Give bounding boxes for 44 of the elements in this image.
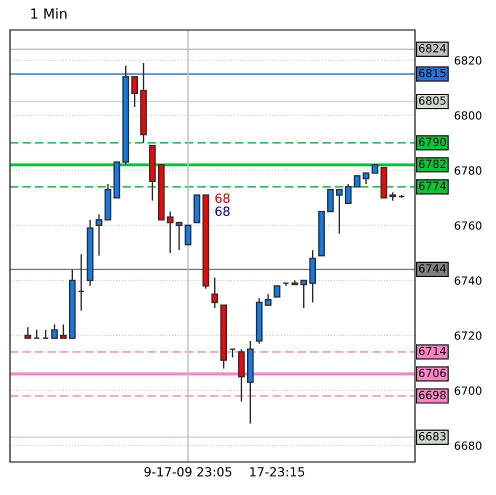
candlestick xyxy=(211,276,218,309)
y-tick-label: 6780 xyxy=(454,166,482,175)
annotation: 68 xyxy=(215,206,230,216)
x-tick-label: 17-23:15 xyxy=(250,467,304,477)
ref-line-label: 6706 xyxy=(419,368,446,378)
ref-line-label: 6744 xyxy=(419,264,446,273)
candlestick xyxy=(51,324,58,339)
y-tick-label: 6720 xyxy=(454,331,482,340)
candlestick xyxy=(24,326,32,339)
y-tick-label: 6820 xyxy=(454,56,482,65)
candlestick xyxy=(131,76,138,108)
candlestick xyxy=(264,293,272,306)
ref-line-label: 6805 xyxy=(419,96,446,105)
candlestick xyxy=(42,329,49,339)
candlestick xyxy=(33,329,40,339)
x-tick-label: 9-17-09 23:05 xyxy=(144,467,232,477)
chart-title: 1 Min xyxy=(31,8,66,19)
ref-line-label: 6790 xyxy=(419,138,446,146)
candlestick xyxy=(336,188,343,234)
y-tick-label: 6680 xyxy=(454,441,482,450)
ref-line-label: 6824 xyxy=(419,44,446,52)
ref-line-label: 6698 xyxy=(419,390,446,400)
candlestick xyxy=(176,222,182,251)
ref-line-label: 6683 xyxy=(419,432,446,440)
candlestick xyxy=(362,172,370,185)
candlestick xyxy=(78,254,85,312)
y-tick-label: 6800 xyxy=(454,111,482,120)
candlestick xyxy=(184,224,192,246)
candlestick xyxy=(96,214,102,256)
annotation: 68 xyxy=(215,194,230,203)
ref-line-label: 6714 xyxy=(419,346,446,356)
y-tick-label: 6760 xyxy=(454,221,482,230)
candlestick xyxy=(354,175,361,188)
y-tick-label: 6740 xyxy=(454,276,482,285)
candlestick xyxy=(274,285,280,298)
ref-line-label: 6774 xyxy=(419,182,446,190)
y-tick-label: 6700 xyxy=(454,386,482,395)
ref-line-label: 6815 xyxy=(419,68,446,78)
candlestick xyxy=(327,188,334,212)
ref-line-label: 6782 xyxy=(419,160,446,168)
candlestick xyxy=(344,183,352,204)
candlestick xyxy=(166,210,174,254)
candlestick xyxy=(60,324,67,339)
candlestick xyxy=(300,280,308,309)
